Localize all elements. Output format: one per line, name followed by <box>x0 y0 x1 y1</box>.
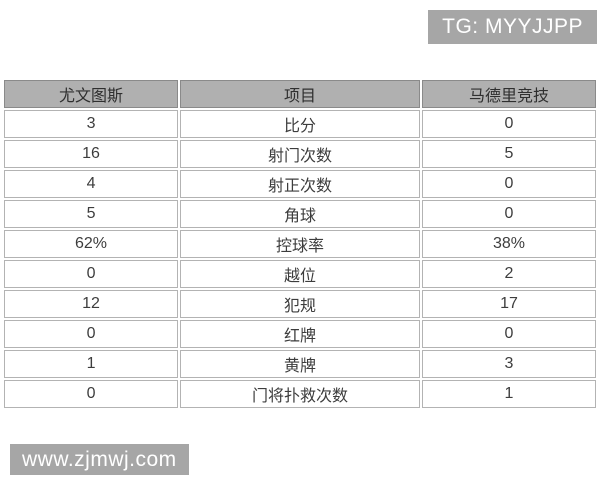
stat-label-cell: 射正次数 <box>180 170 420 198</box>
home-team-header: 尤文图斯 <box>4 80 179 108</box>
stat-label-cell: 黄牌 <box>180 350 420 378</box>
stat-value-cell: 62% <box>4 230 179 258</box>
stat-value-cell: 17 <box>421 290 596 318</box>
stat-label-cell: 门将扑救次数 <box>180 380 420 408</box>
table-row: 62% 控球率 38% <box>4 230 596 258</box>
stat-value-cell: 0 <box>4 320 179 348</box>
stat-value-cell: 1 <box>4 350 179 378</box>
stat-value-cell: 0 <box>421 200 596 228</box>
table-row: 0 红牌 0 <box>4 320 596 348</box>
website-watermark-badge: www.zjmwj.com <box>10 444 189 475</box>
stat-value-cell: 5 <box>421 140 596 168</box>
stat-value-cell: 1 <box>421 380 596 408</box>
stat-value-cell: 12 <box>4 290 179 318</box>
stat-category-header: 项目 <box>180 80 420 108</box>
stat-label-cell: 射门次数 <box>180 140 420 168</box>
stat-value-cell: 0 <box>421 320 596 348</box>
stat-value-cell: 0 <box>421 170 596 198</box>
telegram-watermark-badge: TG: MYYJJPP <box>428 10 597 44</box>
stat-value-cell: 16 <box>4 140 179 168</box>
stat-value-cell: 5 <box>4 200 179 228</box>
stat-value-cell: 2 <box>421 260 596 288</box>
stat-label-cell: 越位 <box>180 260 420 288</box>
stat-value-cell: 38% <box>421 230 596 258</box>
stat-value-cell: 3 <box>4 110 179 138</box>
table-row: 0 越位 2 <box>4 260 596 288</box>
table-row: 0 门将扑救次数 1 <box>4 380 596 408</box>
table-row: 16 射门次数 5 <box>4 140 596 168</box>
table-row: 5 角球 0 <box>4 200 596 228</box>
match-stats-table: 尤文图斯 项目 马德里竞技 3 比分 0 16 射门次数 5 4 射正次数 0 5 角球 0 62% 控球… <box>2 78 598 410</box>
stat-label-cell: 犯规 <box>180 290 420 318</box>
table-row: 1 黄牌 3 <box>4 350 596 378</box>
stat-label-cell: 红牌 <box>180 320 420 348</box>
stat-label-cell: 角球 <box>180 200 420 228</box>
stat-value-cell: 0 <box>4 380 179 408</box>
stat-value-cell: 3 <box>421 350 596 378</box>
away-team-header: 马德里竞技 <box>421 80 596 108</box>
table-row: 4 射正次数 0 <box>4 170 596 198</box>
table-row: 3 比分 0 <box>4 110 596 138</box>
stat-value-cell: 0 <box>421 110 596 138</box>
stat-label-cell: 控球率 <box>180 230 420 258</box>
stat-value-cell: 4 <box>4 170 179 198</box>
table-row: 12 犯规 17 <box>4 290 596 318</box>
stats-table-body: 3 比分 0 16 射门次数 5 4 射正次数 0 5 角球 0 62% 控球率 38% 0 越位 2 12 犯规 17… <box>4 110 596 408</box>
stat-label-cell: 比分 <box>180 110 420 138</box>
stat-value-cell: 0 <box>4 260 179 288</box>
table-header-row: 尤文图斯 项目 马德里竞技 <box>4 80 596 108</box>
